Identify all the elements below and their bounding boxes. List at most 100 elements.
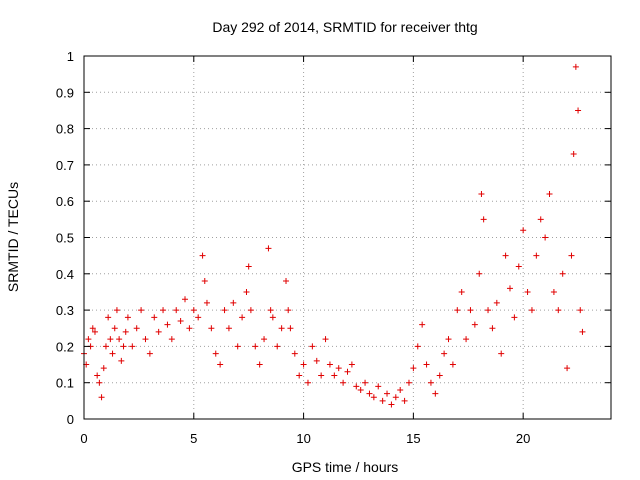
data-point	[542, 234, 549, 241]
data-point	[212, 350, 219, 357]
data-point	[261, 336, 268, 343]
data-point	[410, 365, 417, 372]
data-point	[524, 288, 531, 295]
x-tick-label: 20	[516, 431, 530, 446]
data-point	[489, 325, 496, 332]
y-tick-label: 0.9	[56, 85, 74, 100]
data-point	[247, 307, 254, 314]
data-point	[559, 270, 566, 277]
data-point	[392, 394, 399, 401]
x-tick-label: 5	[190, 431, 197, 446]
y-tick-label: 0.7	[56, 158, 74, 173]
data-point	[89, 325, 96, 332]
data-point	[353, 383, 360, 390]
data-point	[322, 336, 329, 343]
grid	[84, 56, 611, 419]
data-point	[129, 343, 136, 350]
y-tick-label: 1	[67, 49, 74, 64]
data-point	[94, 372, 101, 379]
data-point	[335, 365, 342, 372]
data-point	[467, 307, 474, 314]
data-point	[579, 328, 586, 335]
data-point	[570, 151, 577, 158]
y-tick-label: 0.2	[56, 339, 74, 354]
data-point	[397, 386, 404, 393]
data-point	[414, 343, 421, 350]
data-point	[493, 299, 500, 306]
data-point	[419, 321, 426, 328]
data-point	[105, 314, 112, 321]
chart-title: Day 292 of 2014, SRMTID for receiver tht…	[212, 19, 477, 35]
data-point	[375, 383, 382, 390]
data-point	[267, 307, 274, 314]
data-point	[550, 288, 557, 295]
data-point	[480, 216, 487, 223]
data-point	[133, 325, 140, 332]
data-point	[269, 314, 276, 321]
data-point	[146, 350, 153, 357]
y-tick-label: 0	[67, 412, 74, 427]
x-tick-label: 0	[80, 431, 87, 446]
data-point	[362, 379, 369, 386]
data-point	[151, 314, 158, 321]
y-tick-label: 0.8	[56, 122, 74, 137]
data-point	[221, 307, 228, 314]
data-point	[265, 245, 272, 252]
data-point	[173, 307, 180, 314]
data-point	[85, 336, 92, 343]
data-point	[230, 299, 237, 306]
plot-frame	[83, 55, 612, 420]
x-axis-label: GPS time / hours	[292, 459, 399, 475]
data-point	[577, 307, 584, 314]
data-point	[515, 263, 522, 270]
data-point	[423, 361, 430, 368]
data-point	[190, 307, 197, 314]
data-point	[256, 361, 263, 368]
data-point	[287, 325, 294, 332]
x-tick-label: 15	[406, 431, 420, 446]
data-point	[485, 307, 492, 314]
data-point	[138, 307, 145, 314]
data-point	[575, 107, 582, 114]
data-point	[239, 314, 246, 321]
data-point	[436, 372, 443, 379]
data-point	[243, 288, 250, 295]
data-point	[120, 343, 127, 350]
data-point	[155, 328, 162, 335]
data-point	[201, 278, 208, 285]
data-point	[208, 325, 215, 332]
data-point	[296, 372, 303, 379]
data-point	[511, 314, 518, 321]
data-point	[142, 336, 149, 343]
data-point	[564, 365, 571, 372]
data-point	[533, 252, 540, 259]
data-point	[122, 328, 129, 335]
data-point	[432, 390, 439, 397]
data-point	[357, 386, 364, 393]
data-point	[401, 397, 408, 404]
data-point	[427, 379, 434, 386]
data-point	[195, 314, 202, 321]
data-point	[384, 390, 391, 397]
data-point	[234, 343, 241, 350]
data-point	[537, 216, 544, 223]
data-point	[278, 325, 285, 332]
data-point	[109, 350, 116, 357]
data-point	[326, 361, 333, 368]
data-point	[445, 336, 452, 343]
data-point	[555, 307, 562, 314]
data-point	[506, 285, 513, 292]
y-tick-label: 0.1	[56, 376, 74, 391]
data-point	[100, 365, 107, 372]
data-point	[186, 325, 193, 332]
data-point	[370, 394, 377, 401]
data-point	[98, 394, 105, 401]
y-tick-label: 0.4	[56, 267, 74, 282]
axis-ticks: 00.10.20.30.40.50.60.70.80.910 5 10 15 20	[56, 49, 611, 446]
data-point	[405, 379, 412, 386]
data-point	[520, 227, 527, 234]
x-tick-label: 10	[296, 431, 310, 446]
data-point	[300, 361, 307, 368]
data-point	[199, 252, 206, 259]
